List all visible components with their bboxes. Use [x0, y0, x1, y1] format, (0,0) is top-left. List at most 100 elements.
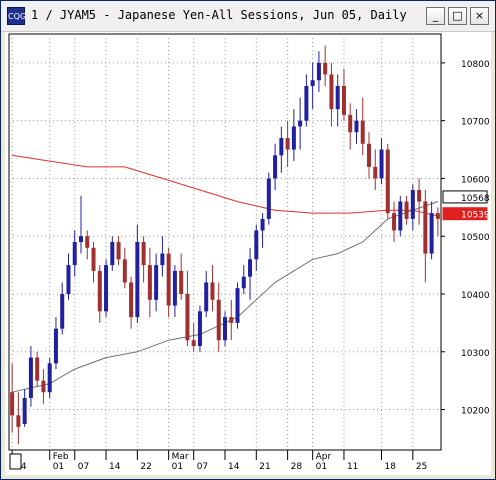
candle-body: [147, 265, 152, 300]
candle-body: [154, 265, 159, 300]
candle-body: [172, 270, 177, 306]
candle-body: [429, 213, 434, 254]
candle-body: [379, 149, 384, 179]
candle-body: [160, 253, 165, 266]
candle-body: [16, 415, 21, 427]
price-marker-box: [442, 190, 488, 204]
candle-body: [298, 120, 303, 127]
date-tick-label: 01: [53, 462, 64, 472]
candle-body: [91, 247, 96, 271]
candle-body: [323, 62, 328, 75]
date-axis: 2401071422010714212801111825FebMarApr: [9, 450, 427, 472]
date-tick-label: 11: [347, 462, 358, 472]
price-chart[interactable]: 10200 10300 10400 10500 10600 10700 10800 10568…: [5, 32, 491, 475]
candle-body: [122, 259, 127, 283]
date-tick-label: 21: [259, 462, 270, 472]
candle-body: [348, 114, 353, 133]
price-tick-label: 10200: [461, 407, 490, 417]
month-label: Feb: [53, 452, 69, 462]
candle-body: [185, 294, 190, 341]
price-tick-label: 10500: [461, 233, 490, 243]
date-tick-label: 14: [228, 462, 240, 472]
price-tick-label: 10800: [461, 60, 490, 70]
candle-body: [410, 190, 415, 219]
candle-body: [166, 253, 171, 306]
candle-body: [273, 155, 278, 179]
candle-body: [66, 265, 71, 294]
candle-body: [28, 357, 33, 398]
candle-body: [47, 363, 52, 393]
price-tick-label: 10600: [461, 175, 490, 185]
candle-body: [417, 190, 422, 202]
maximize-button[interactable]: □: [448, 7, 467, 25]
candle-body: [204, 282, 209, 312]
candle-body: [141, 242, 146, 266]
candles-layer: [10, 45, 440, 445]
date-tick-label: 14: [109, 462, 121, 472]
app-icon[interactable]: CQG: [7, 7, 26, 25]
candle-body: [285, 138, 290, 150]
candle-body: [210, 282, 215, 300]
candle-body: [179, 270, 184, 294]
candle-body: [254, 230, 259, 260]
month-label: Apr: [316, 452, 332, 462]
candle-body: [241, 276, 246, 289]
candle-body: [335, 86, 340, 110]
candle-body: [35, 357, 40, 381]
candle-body: [229, 317, 234, 323]
date-tick-label: 07: [197, 462, 208, 472]
candle-body: [235, 288, 240, 323]
candle-body: [304, 86, 309, 121]
candle-body: [385, 149, 390, 214]
candle-body: [367, 143, 371, 167]
price-marker-label: 10568: [461, 194, 490, 204]
candle-body: [266, 178, 271, 219]
date-tick-label: 28: [291, 462, 303, 472]
last-price-label: 10539: [461, 211, 490, 221]
candle-body: [110, 242, 115, 266]
date-tick-label: 22: [140, 462, 151, 472]
date-tick-label: 07: [78, 462, 89, 472]
candle-body: [423, 201, 428, 254]
candle-body: [404, 201, 409, 219]
chart-svg[interactable]: 10200 10300 10400 10500 10600 10700 10800 10568…: [5, 32, 491, 475]
candle-body: [398, 201, 403, 231]
candle-body: [329, 74, 334, 110]
candle-body: [435, 213, 440, 219]
candle-body: [279, 138, 284, 156]
price-axis: 10200 10300 10400 10500 10600 10700 10800 10568…: [441, 60, 490, 417]
date-tick-label: 01: [172, 462, 183, 472]
date-tick-label: 25: [416, 462, 427, 472]
candle-body: [41, 380, 46, 393]
candle-body: [341, 86, 346, 115]
price-tick-label: 10400: [461, 291, 490, 301]
candle-body: [291, 126, 296, 150]
title-bar[interactable]: CQG 1 / JYAM5 - Japanese Yen-All Session…: [1, 1, 495, 32]
candle-body: [60, 294, 65, 329]
candle-body: [260, 218, 265, 231]
candle-body: [97, 270, 102, 312]
chart-background: [5, 32, 491, 475]
cursor-marker: [9, 453, 22, 470]
candle-body: [354, 120, 359, 133]
price-tick-label: 10300: [461, 349, 490, 359]
candle-body: [22, 398, 27, 424]
minimize-button[interactable]: _: [426, 7, 445, 25]
window-title: 1 / JYAM5 - Japanese Yen-All Sessions, J…: [31, 8, 407, 22]
month-label: Mar: [172, 452, 189, 462]
candle-body: [72, 242, 77, 266]
candle-body: [191, 340, 196, 346]
candle-body: [135, 242, 140, 318]
candle-body: [310, 80, 315, 86]
candle-body: [116, 242, 121, 260]
candle-body: [10, 392, 15, 416]
close-button[interactable]: ×: [470, 7, 489, 25]
candle-body: [316, 62, 321, 81]
candle-body: [79, 236, 83, 242]
candle-body: [223, 317, 227, 341]
date-tick-label: 01: [316, 462, 327, 472]
date-tick-label: 18: [385, 462, 397, 472]
candle-body: [129, 282, 134, 318]
candle-body: [392, 213, 397, 231]
